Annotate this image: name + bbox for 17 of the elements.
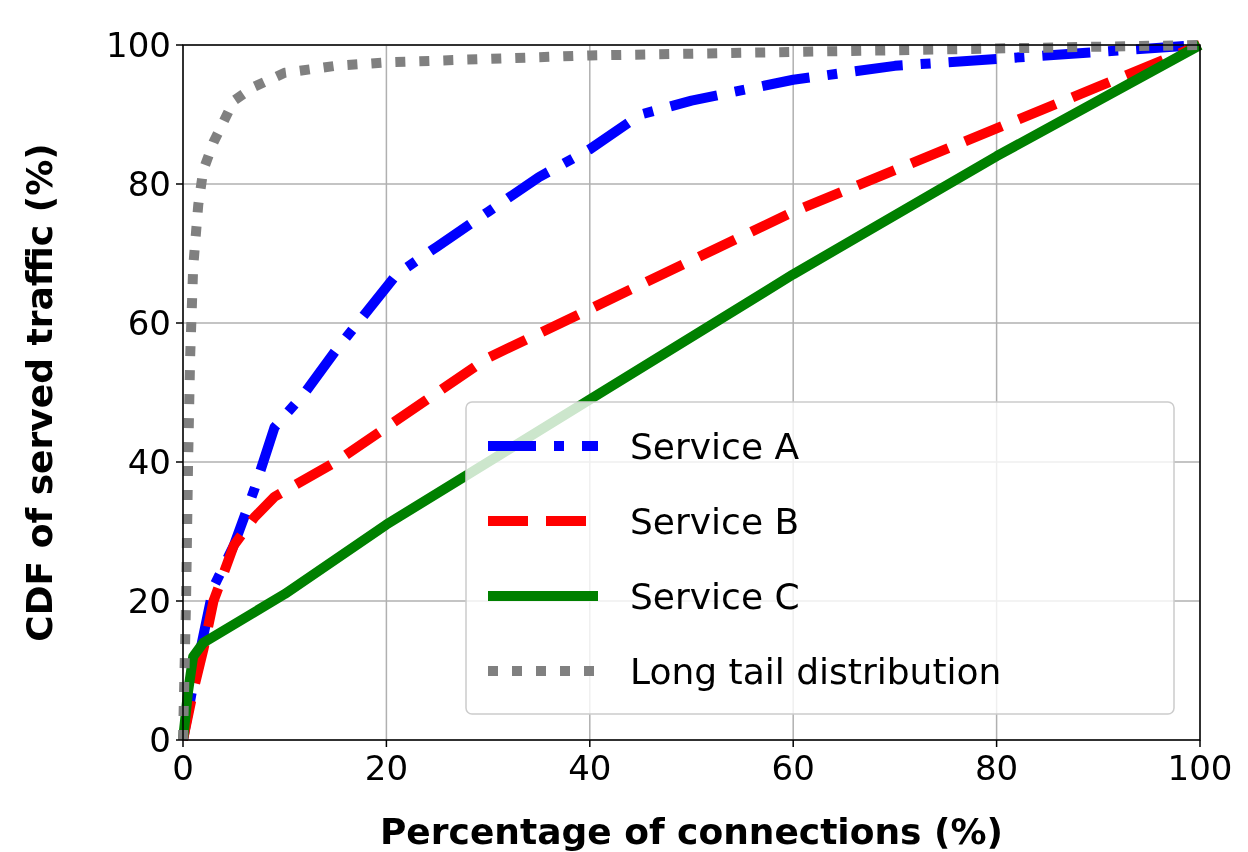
legend-label: Long tail distribution <box>630 651 1002 692</box>
x-tick-label: 60 <box>771 748 815 788</box>
x-tick-label: 20 <box>364 748 409 788</box>
x-tick-label: 100 <box>1167 748 1233 788</box>
y-tick-label: 20 <box>127 581 171 621</box>
y-tick-label: 60 <box>127 303 171 343</box>
y-tick-label: 40 <box>127 442 171 482</box>
x-tick-label: 80 <box>974 748 1019 788</box>
legend-label: Service C <box>630 576 800 617</box>
legend-label: Service A <box>630 426 800 467</box>
x-tick-label: 40 <box>568 748 612 788</box>
y-tick-label: 80 <box>127 164 171 204</box>
y-axis-title: CDF of served traffic (%) <box>19 143 60 642</box>
y-tick-label: 0 <box>149 720 171 760</box>
x-axis-title: Percentage of connections (%) <box>379 811 1004 852</box>
y-tick-label: 100 <box>106 25 171 65</box>
legend-label: Service B <box>630 501 800 542</box>
